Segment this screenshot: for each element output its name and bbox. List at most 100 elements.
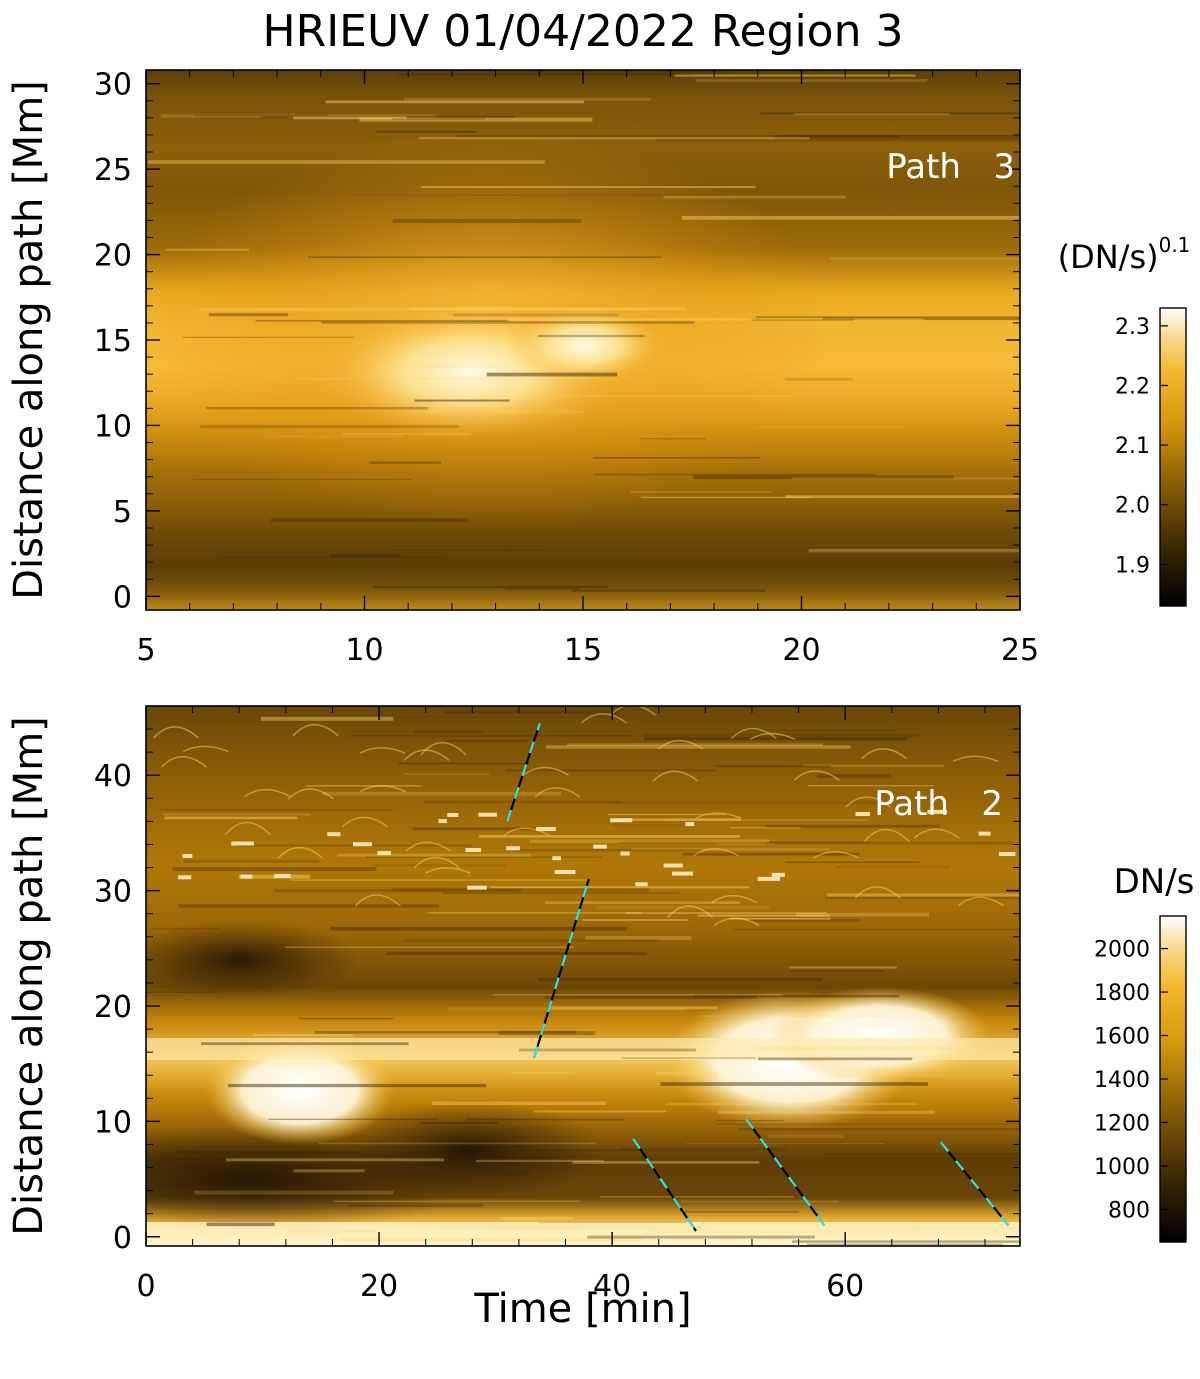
loop-strand xyxy=(749,732,796,740)
intensity-streak xyxy=(306,785,421,787)
intensity-streak xyxy=(321,321,695,324)
intensity-streak xyxy=(285,946,575,949)
intensity-streak xyxy=(733,928,1020,931)
intensity-streak xyxy=(426,395,791,398)
intensity-streak xyxy=(476,1159,604,1163)
intensity-streak xyxy=(785,495,1020,499)
colorbar-tick-label: 1.9 xyxy=(1115,553,1150,578)
intensity-streak xyxy=(534,1110,666,1113)
intensity-streak xyxy=(263,435,404,438)
intensity-streak xyxy=(618,842,870,844)
y-axis-label: Distance along path [Mm] xyxy=(6,80,52,600)
intensity-streak xyxy=(274,888,522,893)
colorbar-tick-label: 2.2 xyxy=(1115,374,1150,399)
intensity-streak xyxy=(386,549,547,551)
intensity-streak xyxy=(825,896,1020,899)
track-line xyxy=(745,1118,826,1226)
intensity-streak xyxy=(738,1128,1020,1131)
intensity-streak xyxy=(698,914,830,917)
intensity-streak xyxy=(822,317,1020,321)
intensity-streak xyxy=(373,585,609,589)
intensity-streak xyxy=(347,1203,484,1208)
track-line xyxy=(632,1138,697,1232)
intensity-streak xyxy=(148,160,545,164)
intensity-streak xyxy=(322,791,562,796)
intensity-streak xyxy=(286,1229,376,1233)
bright-knot xyxy=(178,875,192,880)
loop-strand xyxy=(713,917,760,927)
intensity-streak xyxy=(359,117,593,122)
loop-strand xyxy=(863,828,910,843)
bright-knot xyxy=(978,831,991,836)
bright-knot xyxy=(552,856,561,861)
intensity-streak xyxy=(403,773,491,775)
intensity-streak xyxy=(405,410,585,414)
intensity-streak xyxy=(587,1235,815,1239)
intensity-streak xyxy=(730,827,801,829)
bright-knot xyxy=(536,826,556,831)
loop-strand xyxy=(287,788,334,800)
intensity-streak xyxy=(172,867,377,872)
intensity-streak xyxy=(545,995,757,999)
intensity-streak xyxy=(664,819,867,821)
intensity-streak xyxy=(298,1017,393,1020)
loop-strand xyxy=(609,706,656,716)
intensity-streak xyxy=(329,926,628,931)
colorbar-tick-label: 1000 xyxy=(1094,1155,1150,1180)
bright-knot xyxy=(438,819,447,824)
intensity-streak xyxy=(296,377,592,380)
intensity-streak xyxy=(270,518,469,523)
bright-knot xyxy=(635,882,648,887)
y-tick-label: 25 xyxy=(94,153,132,188)
intensity-streak xyxy=(193,114,329,116)
intensity-streak xyxy=(749,918,860,922)
y-tick-label: 5 xyxy=(113,495,132,530)
intensity-streak xyxy=(802,764,945,767)
intensity-streak xyxy=(692,994,900,998)
x-tick-label: 20 xyxy=(782,633,820,668)
intensity-streak xyxy=(751,318,855,321)
intensity-streak xyxy=(698,1015,890,1017)
intensity-streak xyxy=(227,1083,487,1088)
intensity-streak xyxy=(508,1072,576,1074)
bright-knot xyxy=(685,822,695,827)
loop-strand xyxy=(424,867,471,874)
intensity-image xyxy=(146,706,1020,1246)
intensity-streak xyxy=(377,365,499,368)
intensity-streak xyxy=(201,1042,409,1045)
intensity-streak xyxy=(176,1151,359,1155)
loop-strand xyxy=(341,816,388,828)
intensity-streak xyxy=(371,864,507,867)
colorbar-gradient xyxy=(1159,307,1187,607)
intensity-streaks xyxy=(146,706,1020,1246)
intensity-streak xyxy=(486,70,731,73)
intensity-streak xyxy=(653,1230,913,1233)
intensity-streak xyxy=(418,136,810,140)
bright-knot xyxy=(671,871,693,876)
intensity-streak xyxy=(255,319,509,322)
intensity-streak xyxy=(209,313,289,317)
intensity-streak xyxy=(829,257,1020,260)
loop-strand xyxy=(224,821,271,836)
intensity-streak xyxy=(593,473,876,476)
intensity-streak xyxy=(219,556,442,559)
bright-knot xyxy=(231,841,254,846)
intensity-streak xyxy=(755,316,1020,318)
plot-frame xyxy=(145,705,1021,1247)
intensity-streak xyxy=(260,716,394,721)
colorbar: (DN/s)0.1 1.9 2.0 2.1 2.2 2.3 xyxy=(1058,233,1190,607)
intensity-streak xyxy=(444,710,620,714)
intensity-streak xyxy=(206,406,428,410)
intensity-streak xyxy=(178,904,439,908)
intensity-streak xyxy=(806,1243,1003,1246)
intensity-streak xyxy=(392,118,486,120)
intensity-streak xyxy=(796,912,929,917)
intensity-streak xyxy=(325,100,585,104)
colorbar-tick-label: 2.1 xyxy=(1115,434,1150,459)
intensity-streak xyxy=(486,372,618,377)
intensity-streak xyxy=(194,1190,394,1195)
intensity-streak xyxy=(827,893,1020,898)
bright-knot xyxy=(467,885,487,890)
intensity-streak xyxy=(518,1048,697,1052)
